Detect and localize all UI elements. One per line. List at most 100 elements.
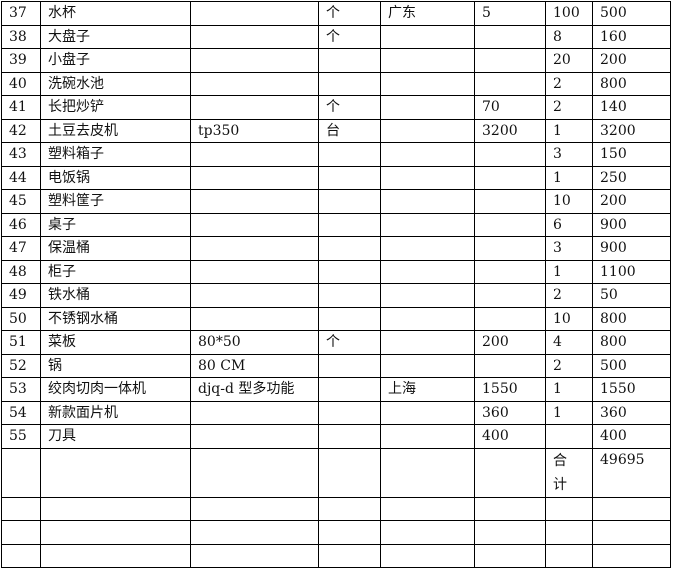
table-row: 51 菜板 80*50 个 200 4 800 (1, 330, 671, 355)
origin-cell (380, 520, 475, 545)
quantity-cell: 1 (545, 165, 593, 190)
spec-cell (190, 283, 319, 308)
unit-price-cell: 360 (474, 400, 546, 425)
origin-cell: 广东 (380, 1, 475, 26)
unit-price-cell (474, 165, 546, 190)
index-cell (1, 496, 41, 521)
amount-cell: 160 (592, 24, 671, 49)
inventory-table: 37 水杯个广东 5 100 500 38 大盘子个 8 160 39 小盘子 20 200 40 洗碗水池… (1, 1, 671, 568)
table-row: 47 保温桶 3 900 (1, 236, 671, 261)
amount-cell: 3200 (592, 118, 671, 143)
unit-cell (318, 189, 381, 214)
unit-cell (318, 165, 381, 190)
unit-cell (318, 236, 381, 261)
amount-cell: 49695 (592, 447, 671, 498)
item-name-cell: 电饭锅 (40, 165, 191, 190)
amount-cell: 400 (592, 424, 671, 449)
quantity-cell: 1 (545, 259, 593, 284)
table-row (1, 496, 671, 521)
item-name-cell (40, 520, 191, 545)
spec-cell (190, 71, 319, 96)
spec-cell (190, 142, 319, 167)
table-row (1, 543, 671, 568)
quantity-cell: 3 (545, 236, 593, 261)
unit-cell (318, 353, 381, 378)
spec-cell (190, 95, 319, 120)
quantity-cell (545, 520, 593, 545)
unit-cell: 个 (318, 330, 381, 355)
unit-price-cell (474, 259, 546, 284)
spec-cell (190, 496, 319, 521)
item-name-cell: 不锈钢水桶 (40, 306, 191, 331)
spec-cell (190, 400, 319, 425)
quantity-cell: 合 计 (545, 447, 593, 498)
origin-cell (380, 24, 475, 49)
unit-price-cell: 400 (474, 424, 546, 449)
quantity-cell: 1 (545, 377, 593, 402)
origin-cell (380, 496, 475, 521)
origin-cell (380, 424, 475, 449)
amount-cell: 500 (592, 353, 671, 378)
quantity-cell: 20 (545, 48, 593, 73)
table-row: 38 大盘子 个 8 160 (1, 24, 671, 49)
quantity-cell: 100 (545, 1, 593, 26)
index-cell (1, 543, 41, 568)
table-row: 50 不锈钢水桶 10 800 (1, 306, 671, 331)
spec-cell: 80 CM (190, 353, 319, 378)
index-cell: 45 (1, 189, 41, 214)
unit-cell (318, 400, 381, 425)
unit-cell (318, 142, 381, 167)
table-row: 39 小盘子 20 200 (1, 48, 671, 73)
origin-cell (380, 95, 475, 120)
unit-price-cell (474, 142, 546, 167)
index-cell: 51 (1, 330, 41, 355)
table-row: 46 桌子 6 900 (1, 212, 671, 237)
amount-cell: 50 (592, 283, 671, 308)
quantity-cell: 10 (545, 306, 593, 331)
unit-cell (318, 212, 381, 237)
index-cell: 47 (1, 236, 41, 261)
index-cell: 38 (1, 24, 41, 49)
table-row: 54 新款面片机 360 1 360 (1, 400, 671, 425)
unit-price-cell: 70 (474, 95, 546, 120)
index-cell: 52 (1, 353, 41, 378)
item-name-cell: 小盘子 (40, 48, 191, 73)
spec-cell (190, 1, 319, 26)
unit-cell (318, 424, 381, 449)
amount-cell: 140 (592, 95, 671, 120)
item-name-cell: 水杯 (40, 1, 191, 26)
spec-cell (190, 165, 319, 190)
index-cell: 50 (1, 306, 41, 331)
origin-cell (380, 353, 475, 378)
quantity-cell: 10 (545, 189, 593, 214)
index-cell: 49 (1, 283, 41, 308)
origin-cell (380, 212, 475, 237)
index-cell: 41 (1, 95, 41, 120)
index-cell: 55 (1, 424, 41, 449)
index-cell: 39 (1, 48, 41, 73)
item-name-cell: 洗碗水池 (40, 71, 191, 96)
origin-cell (380, 48, 475, 73)
unit-price-cell (474, 496, 546, 521)
index-cell: 46 (1, 212, 41, 237)
index-cell: 43 (1, 142, 41, 167)
index-cell: 44 (1, 165, 41, 190)
unit-price-cell (474, 447, 546, 498)
table-row: 52 锅 80 CM 2 500 (1, 353, 671, 378)
table-row (1, 520, 671, 545)
item-name-cell: 菜板 (40, 330, 191, 355)
amount-cell: 360 (592, 400, 671, 425)
table-row: 41 长把炒铲 个 70 2 140 (1, 95, 671, 120)
item-name-cell: 塑料箱子 (40, 142, 191, 167)
unit-price-cell (474, 48, 546, 73)
item-name-cell: 大盘子 (40, 24, 191, 49)
amount-cell (592, 543, 671, 568)
quantity-cell: 3 (545, 142, 593, 167)
quantity-cell: 2 (545, 95, 593, 120)
item-name-cell: 土豆去皮机 (40, 118, 191, 143)
table-row: 49 铁水桶 2 50 (1, 283, 671, 308)
item-name-cell: 铁水桶 (40, 283, 191, 308)
table-row: 37 水杯 个广东 5 100 500 (1, 1, 671, 26)
index-cell: 42 (1, 118, 41, 143)
spec-cell: 80*50 (190, 330, 319, 355)
